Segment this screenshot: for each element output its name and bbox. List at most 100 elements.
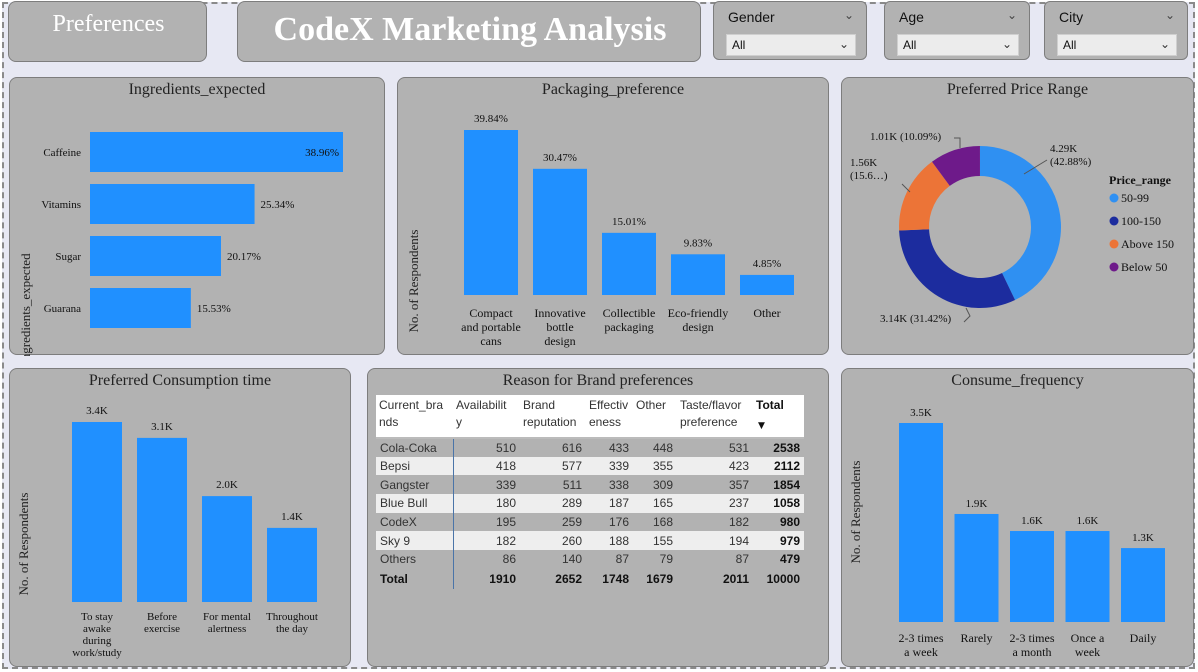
- table-cell: 2652: [555, 571, 582, 586]
- table-row[interactable]: Bepsi 418 577 339 355 423 2112: [376, 456, 804, 476]
- table-row[interactable]: Cola-Coka 510 616 433 448 531 2538: [376, 438, 804, 457]
- table-cell: 355: [652, 459, 673, 474]
- brand-name-cell: Others: [376, 550, 454, 569]
- table-cell: 339: [608, 459, 629, 474]
- packaging-y-axis-label: No. of Respondents: [406, 230, 421, 333]
- table-cell: 2011: [722, 571, 749, 586]
- table-cell: 423: [728, 459, 749, 474]
- preferences-button[interactable]: Preferences: [8, 1, 207, 62]
- packaging-category-label: Collectible packaging: [603, 306, 656, 334]
- chevron-down-icon: ⌄: [838, 37, 849, 51]
- ingredients-y-axis-label: Ingredients_expected: [18, 253, 33, 356]
- gender-slicer-label: Gender: [728, 9, 775, 25]
- sort-descending-icon[interactable]: ▼: [758, 421, 765, 431]
- ingredients-data-label: 20.17%: [227, 251, 261, 263]
- consume-frequency-category-label: Daily: [1130, 631, 1157, 645]
- chevron-down-icon[interactable]: ⌄: [1006, 8, 1017, 22]
- table-cell: 182: [728, 515, 749, 530]
- table-row[interactable]: Blue Bull 180 289 187 165 237 1058: [376, 494, 804, 513]
- age-dropdown[interactable]: All ⌄: [897, 34, 1019, 56]
- city-slicer: City ⌄ All ⌄: [1044, 1, 1188, 60]
- table-row[interactable]: Others 86 140 87 79 87 479: [376, 550, 804, 569]
- price-range-leader-line: [963, 307, 971, 323]
- ingredients-data-label: 38.96%: [305, 147, 339, 159]
- table-row[interactable]: CodeX 195 259 176 168 182 980: [376, 512, 804, 532]
- consume-frequency-data-label: 1.3K: [1132, 532, 1154, 544]
- consume-frequency-data-label: 1.9K: [966, 498, 988, 510]
- city-dropdown[interactable]: All ⌄: [1057, 34, 1177, 56]
- price-range-leader-line: [901, 183, 911, 193]
- consume-frequency-category-label: Rarely: [961, 631, 993, 645]
- packaging-category-label: Other: [753, 306, 780, 320]
- price-range-slice: [899, 161, 950, 231]
- table-cell: 1679: [646, 571, 673, 586]
- consume-frequency-bar: [1121, 548, 1165, 622]
- consumption-time-chart: No. of Respondents 3.4K To stay awake during…: [16, 405, 318, 659]
- table-cell: 260: [561, 533, 582, 548]
- title-banner: CodeX Marketing Analysis: [237, 1, 701, 62]
- brand-name-cell: Gangster: [376, 475, 454, 495]
- chevron-down-icon: ⌄: [1159, 37, 1170, 51]
- table-cell: 510: [495, 440, 516, 455]
- packaging-card: Packaging_preference No. of Respondents 3…: [397, 77, 829, 355]
- table-cell: 87: [735, 552, 749, 567]
- brand-table-header[interactable]: Effectiv eness: [586, 395, 633, 439]
- consumption-time-bar: [267, 527, 317, 602]
- brand-preferences-title: Reason for Brand preferences: [502, 372, 694, 389]
- consume-frequency-bar: [1065, 531, 1110, 622]
- price-range-legend-label: 50-99: [1121, 191, 1149, 205]
- preferences-label: Preferences: [52, 11, 165, 37]
- consume-frequency-category-label: Once a week: [1071, 631, 1105, 659]
- table-row[interactable]: Gangster 339 511 338 309 357 1854: [376, 475, 804, 495]
- brand-table-header[interactable]: Other: [633, 395, 677, 439]
- table-total-row[interactable]: Total 1910 2652 1748 1679 2011 10000: [376, 568, 804, 589]
- brand-table-header[interactable]: Brand reputation: [520, 395, 586, 439]
- table-cell: 10000: [766, 571, 800, 586]
- price-range-legend-marker: [1109, 216, 1119, 226]
- price-range-data-label: 4.29K (42.88%): [1050, 143, 1092, 168]
- consumption-time-data-label: 2.0K: [216, 479, 238, 491]
- brand-table-header[interactable]: Total ▼: [753, 395, 804, 439]
- table-cell: 2538: [773, 440, 800, 455]
- consume-frequency-data-label: 1.6K: [1077, 515, 1099, 527]
- packaging-bar: [464, 130, 518, 295]
- table-cell: 2112: [773, 459, 800, 474]
- ingredients-data-label: 25.34%: [261, 199, 295, 211]
- table-cell: 616: [561, 440, 582, 455]
- consume-frequency-data-label: 3.5K: [910, 407, 932, 419]
- consumption-time-bar: [202, 496, 252, 602]
- chevron-down-icon[interactable]: ⌄: [843, 8, 854, 22]
- table-cell: 180: [495, 496, 516, 511]
- ingredients-chart: Ingredients_expected Caffeine 38.96% Vitami…: [18, 132, 343, 356]
- brand-name-cell: CodeX: [376, 512, 454, 532]
- price-range-slice: [980, 146, 1061, 301]
- table-cell: 176: [608, 515, 629, 530]
- packaging-data-label: 39.84%: [474, 113, 508, 125]
- table-row[interactable]: Sky 9 182 260 188 155 194 979: [376, 531, 804, 551]
- chevron-down-icon[interactable]: ⌄: [1164, 8, 1175, 22]
- brand-table-header[interactable]: Taste/flavor preference: [677, 395, 753, 439]
- price-range-leader-line: [1023, 159, 1048, 175]
- consumption-time-data-label: 3.4K: [86, 405, 108, 417]
- price-range-slice: [931, 146, 980, 186]
- consumption-time-category-label: To stay awake during work/study: [72, 611, 122, 659]
- consumption-time-y-axis-label: No. of Respondents: [16, 493, 31, 596]
- table-cell: 479: [779, 552, 800, 567]
- table-cell: 289: [561, 496, 582, 511]
- consumption-time-category-label: Before exercise: [144, 611, 180, 635]
- packaging-title: Packaging_preference: [541, 81, 685, 98]
- price-range-legend-label: 100-150: [1121, 214, 1161, 228]
- table-cell: 195: [495, 515, 516, 530]
- brand-table-header[interactable]: Availabilit y: [453, 395, 520, 439]
- table-cell: 165: [652, 496, 673, 511]
- price-range-card: Preferred Price Range 4.29K (42.88%) 3.14K…: [841, 77, 1194, 355]
- ingredients-title: Ingredients_expected: [128, 81, 266, 98]
- ingredients-bar: [90, 132, 343, 172]
- ingredients-card: Ingredients_expected Ingredients_expecte…: [9, 77, 385, 356]
- ingredients-category-label: Vitamins: [41, 199, 81, 211]
- brand-table-header[interactable]: Current_bra nds: [376, 395, 453, 439]
- packaging-data-label: 9.83%: [684, 237, 712, 249]
- table-cell: 531: [728, 440, 749, 455]
- consumption-time-title: Preferred Consumption time: [88, 372, 272, 389]
- gender-dropdown[interactable]: All ⌄: [726, 34, 856, 56]
